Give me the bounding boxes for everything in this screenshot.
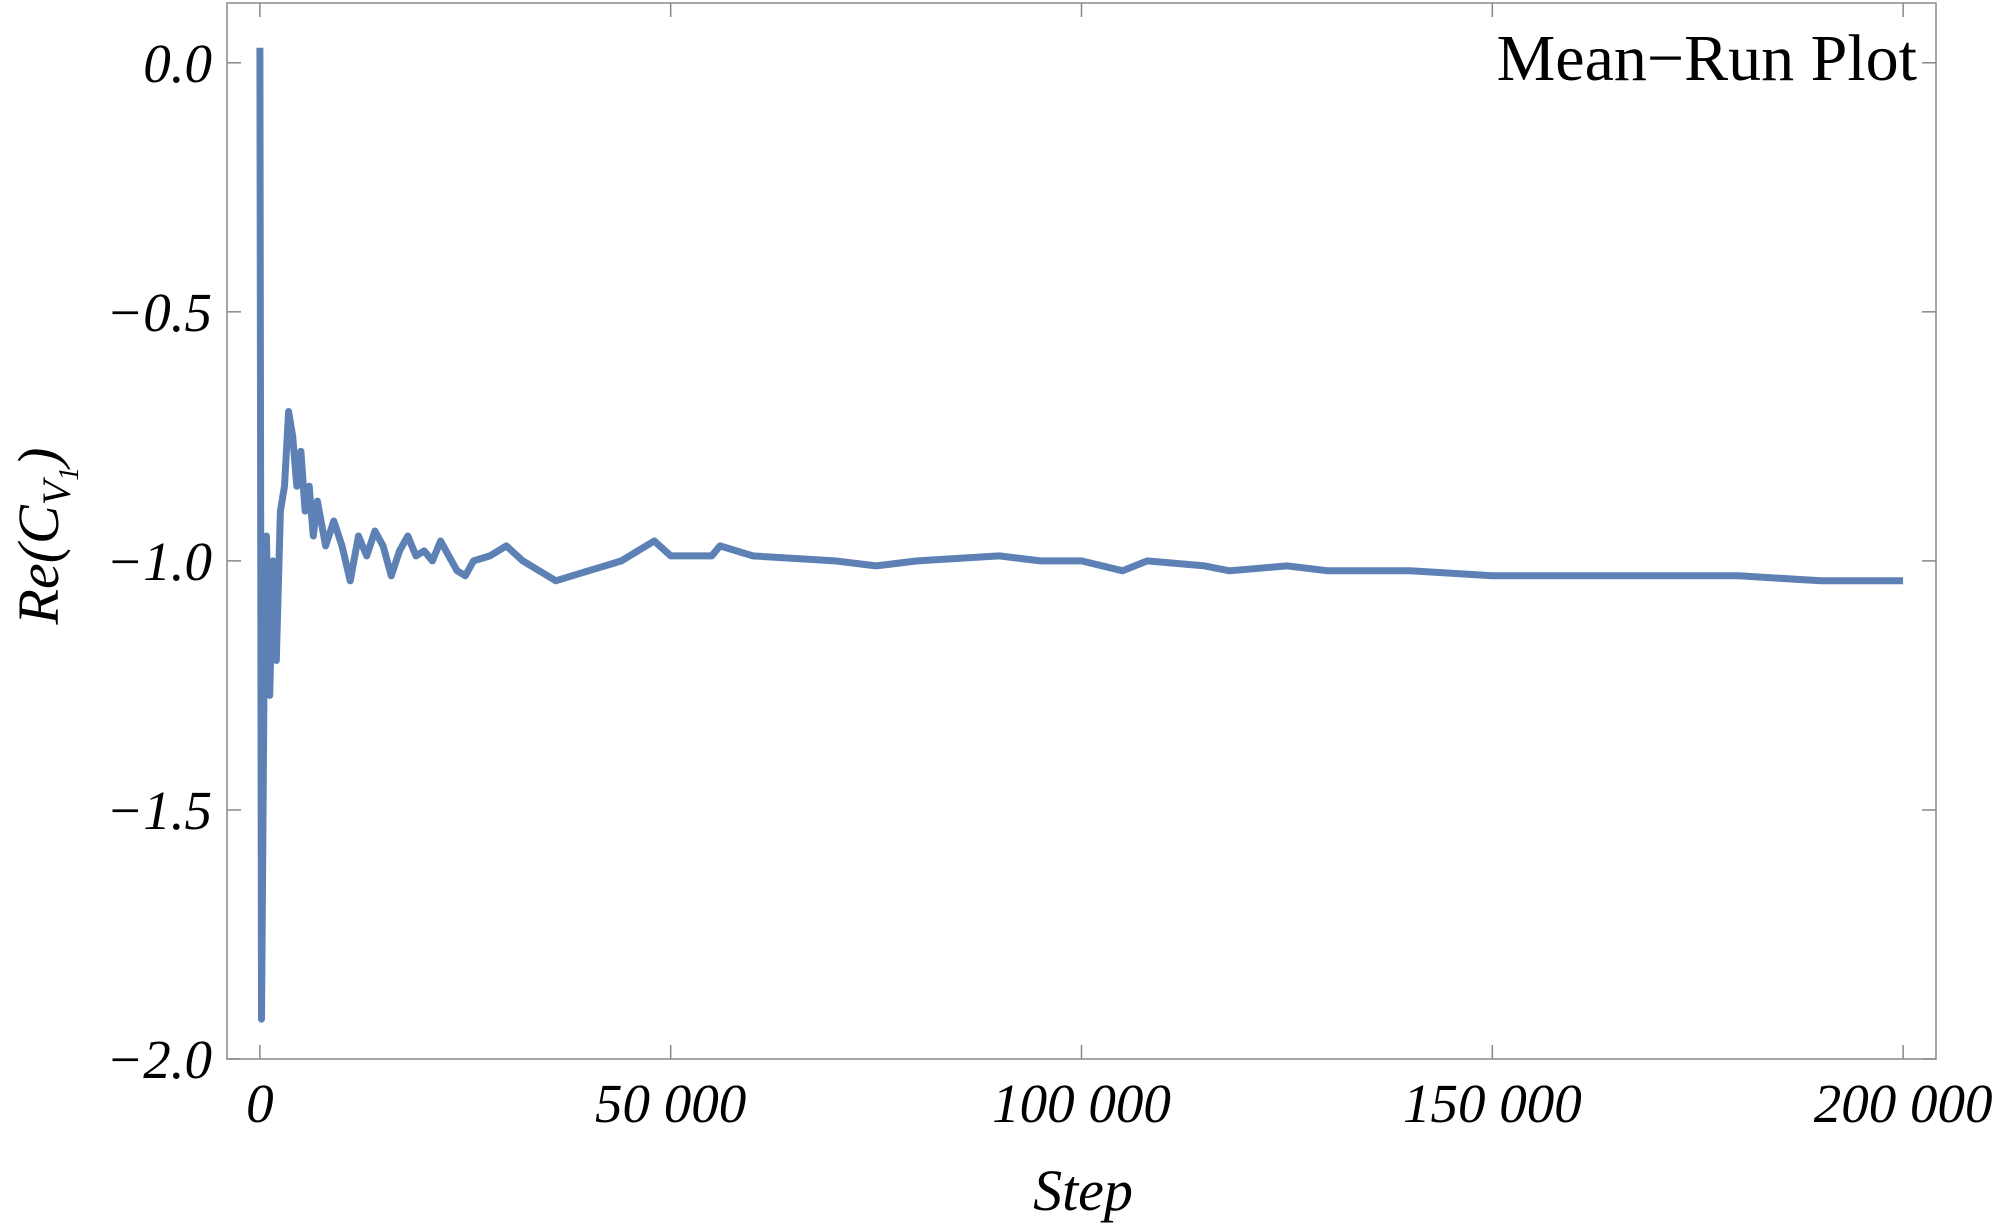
- y-label-part: ): [6, 448, 71, 470]
- y-label-subsub: 1: [54, 467, 85, 481]
- x-axis-label: Step: [1033, 1158, 1133, 1223]
- plot-frame: [226, 2, 1937, 1060]
- y-tick-label: −0.5: [106, 282, 212, 343]
- data-line: [256, 47, 1904, 1023]
- chart-title: Mean−Run Plot: [1497, 22, 1917, 95]
- y-tick-label: −1.0: [106, 531, 212, 592]
- y-tick-label: −1.5: [106, 780, 212, 841]
- y-axis-label: Re(CV1): [6, 448, 85, 626]
- x-tick-label: 50 000: [595, 1073, 746, 1134]
- y-label-part: Re(C: [6, 504, 71, 625]
- x-tick-label: 0: [246, 1073, 274, 1134]
- y-tick-label: −2.0: [106, 1029, 212, 1090]
- x-tick-label: 150 000: [1403, 1073, 1582, 1134]
- x-tick-label: 200 000: [1814, 1073, 1993, 1134]
- y-tick-label: 0.0: [143, 33, 212, 94]
- y-label-sub: V: [34, 476, 79, 505]
- x-tick-label: 100 000: [992, 1073, 1171, 1134]
